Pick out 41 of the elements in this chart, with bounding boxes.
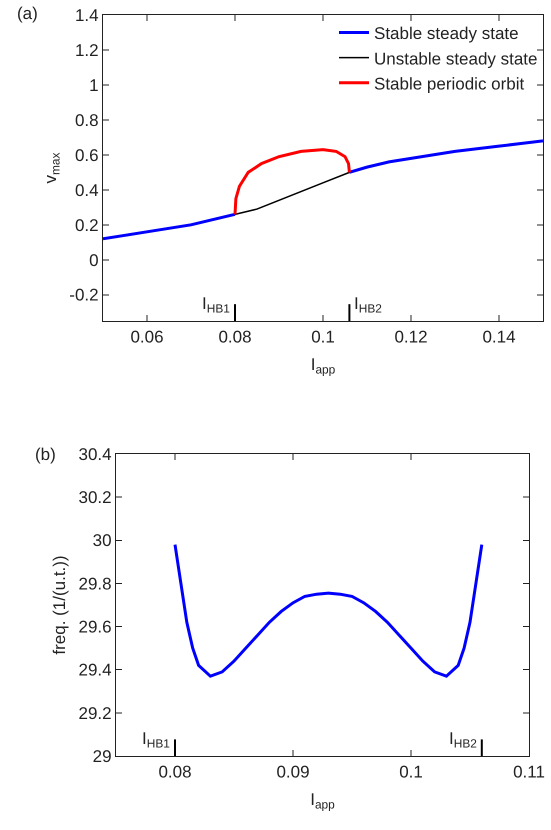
x-tick-label: 0.11 xyxy=(513,762,545,782)
y-tick-label: 29 xyxy=(92,746,112,766)
x-tick-label: 0.14 xyxy=(482,327,516,346)
y-tick-label: 1.2 xyxy=(74,40,99,60)
x-tick-label: 0.09 xyxy=(276,762,310,782)
y-tick-label: 0 xyxy=(89,250,99,270)
chart-title: (a) xyxy=(17,4,38,23)
y-tick-label: 1 xyxy=(89,76,99,95)
ref-line-label: I$_{HB2}$ xyxy=(449,729,478,751)
x-tick-label: 0.08 xyxy=(218,327,252,346)
line-series xyxy=(234,172,350,216)
y-tick-label: 30.4 xyxy=(78,444,112,464)
y-tick-label: 0.2 xyxy=(74,216,99,235)
line-series xyxy=(234,148,351,216)
x-tick-label: 0.1 xyxy=(399,762,423,782)
y-tick-label: -0.2 xyxy=(69,286,99,305)
y-tick-label: 29.4 xyxy=(78,660,112,680)
ref-line-label: I$_{HB1}$ xyxy=(202,294,230,316)
x-tick-label: 0.12 xyxy=(394,327,428,346)
y-tick-label: 0.6 xyxy=(74,146,99,165)
legend-label: Stable periodic orbit xyxy=(374,74,525,94)
legend-label: Stable steady state xyxy=(374,24,519,44)
y-tick-label: 0.4 xyxy=(74,180,99,200)
y-tick-label: 30 xyxy=(92,531,112,550)
x-axis-title: I$_{app}$ xyxy=(310,790,336,812)
y-tick-label: 29.8 xyxy=(78,574,112,594)
y-tick-label: 29.6 xyxy=(78,618,112,637)
y-tick-label: 29.2 xyxy=(78,704,112,723)
y-tick-label: 30.2 xyxy=(78,488,112,508)
x-tick-label: 0.08 xyxy=(158,762,192,782)
legend-label: Unstable steady state xyxy=(374,49,538,68)
ref-line-label: I$_{HB1}$ xyxy=(142,729,170,751)
y-axis-title: freq. (1/(u.t.)) xyxy=(50,555,70,655)
line-series xyxy=(174,543,484,678)
chart-title: (b) xyxy=(35,445,56,464)
x-tick-label: 0.1 xyxy=(311,327,335,346)
y-tick-label: 0.8 xyxy=(74,110,99,130)
y-tick-label: 1.4 xyxy=(74,6,99,25)
ref-line-label: I$_{HB2}$ xyxy=(354,294,382,316)
x-tick-label: 0.06 xyxy=(130,327,164,346)
x-axis-title: I$_{app}$ xyxy=(310,354,336,376)
